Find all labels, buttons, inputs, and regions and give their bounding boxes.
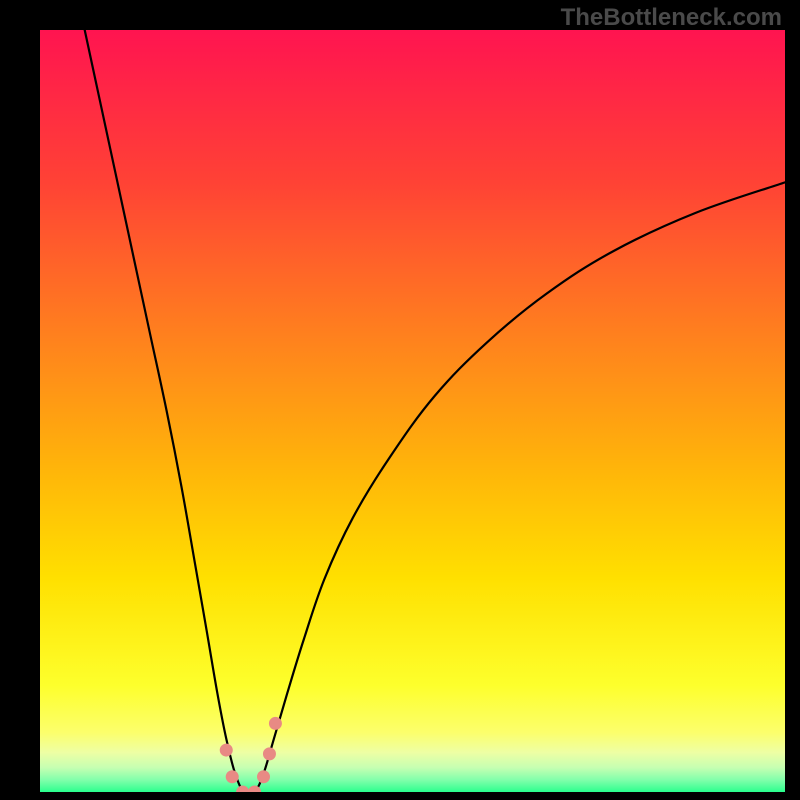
outer-frame [0, 0, 800, 800]
trough-marker [257, 770, 270, 783]
chart-plot [40, 30, 785, 792]
baseline-band [40, 790, 785, 792]
trough-marker [263, 747, 276, 760]
trough-marker [226, 770, 239, 783]
watermark-text: TheBottleneck.com [561, 4, 782, 32]
trough-marker [269, 717, 282, 730]
gradient-background [40, 30, 785, 792]
trough-marker [220, 744, 233, 757]
